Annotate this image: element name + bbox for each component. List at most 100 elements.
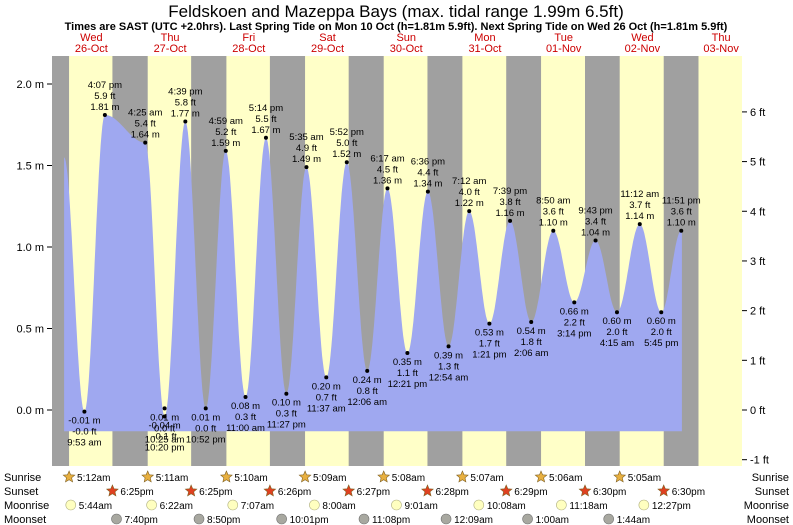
tide-point [385,186,390,191]
tide-ft-label: 4.4 ft [417,168,438,179]
tide-point [614,310,619,315]
tide-time-label: 4:39 pm [168,86,202,97]
moonrise-time: 12:27pm [652,501,691,512]
tide-m-label: 0.54 m [517,326,546,337]
tide-point [344,160,349,165]
tide-point [243,394,248,399]
tide-ft-label: 2.0 ft [606,327,627,338]
moonset-moon-icon [193,513,205,525]
tide-ft-label: 5.8 ft [175,97,196,108]
tide-ft-label: 3.7 ft [629,200,650,211]
tide-m-label: 0.60 m [602,316,631,327]
tide-ft-label: 0.0 ft [195,423,216,434]
sunrise-star-icon [141,470,155,483]
tide-time-label: 12:06 am [347,397,387,408]
tide-time-label: 6:36 pm [411,157,445,168]
moonrise-moon-icon [227,499,239,511]
tide-time-label: 6:17 am [370,153,404,164]
moonrise-time: 6:22am [160,501,193,512]
sunrise-star-icon [62,470,76,483]
sunset-time: 6:30pm [672,487,705,498]
tide-m-label: 1.49 m [292,154,321,165]
sunrise-time: 5:06am [549,473,582,484]
y-left-tick-label: 0.0 m [16,405,44,417]
tide-m-label: 1.34 m [413,179,442,190]
sunset-time: 6:30pm [593,487,626,498]
tide-time-label: 2:06 am [514,348,548,359]
tide-time-label: 4:25 am [128,108,162,119]
tide-area [64,115,682,432]
sunset-star-icon [342,484,356,497]
y-right-tick-label: 6 ft [750,107,765,119]
tide-time-label: 3:14 pm [557,328,591,339]
astronomy-rows: Sunrise Sunrise Sunset Sunset Moonrise Moonri… [4,470,789,525]
tide-time-label: 12:21 pm [388,379,428,390]
tide-ft-label: 3.4 ft [585,216,606,227]
tide-ft-label: 2.2 ft [564,317,585,328]
moonrise-moon-icon [473,499,485,511]
sunrise-star-icon [298,470,312,483]
day-name-label: Tue [554,32,573,44]
tide-m-label: 0.60 m [647,316,676,327]
sunset-row-label: Sunset [4,486,38,498]
day-name-label: Fri [242,32,255,44]
tide-point [162,414,167,419]
tide-point [102,112,107,117]
tide-ft-label: 5.0 ft [336,138,357,149]
tide-ft-label: 3.6 ft [543,207,564,218]
tide-time-label: 11:51 pm [662,196,701,207]
axis-ticks: 0.0 m 0.5 m 1.0 m 1.5 m 2.0 m -1 ft 0 ft 1 ft 2 … [16,79,768,467]
day-name-label: Wed [631,32,653,44]
tide-ft-label: -0.1 ft [152,432,177,443]
tide-ft-label: 3.8 ft [499,197,520,208]
sunrise-time: 5:10am [234,473,267,484]
day-date-label: 29-Oct [311,43,344,55]
tide-point [551,228,556,233]
tide-ft-label: 4.9 ft [296,143,317,154]
y-right-tick-label: -1 ft [750,455,769,467]
tide-time-label: 10:20 pm [145,443,185,454]
sunset-time: 6:27pm [357,487,390,498]
tide-time-label: 11:00 am [226,423,265,434]
tide-point [425,189,430,194]
moonrise-time: 7:07am [241,501,274,512]
tide-m-label: 1.14 m [625,211,654,222]
sunset-star-icon [184,484,198,497]
tide-ft-label: -0.0 ft [72,427,97,438]
tide-ft-label: 3.6 ft [671,207,692,218]
sunrise-time: 5:07am [470,473,503,484]
tide-ft-label: 5.5 ft [255,114,276,125]
sunrise-star-icon [613,470,627,483]
moonrise-row-label: Moonrise [744,500,789,512]
tide-ft-label: 2.0 ft [651,327,672,338]
moonset-time: 7:40pm [125,515,158,525]
sunset-time: 6:25pm [120,487,153,498]
day-date-label: 30-Oct [390,43,423,55]
tide-point [203,406,208,411]
tide-point [637,222,642,227]
moonrise-moon-icon [309,499,320,511]
tide-point [467,209,472,214]
tide-m-label: 0.20 m [312,381,341,392]
tide-m-label: 1.64 m [131,130,160,141]
tide-time-label: 11:37 am [307,403,346,414]
day-date-label: 31-Oct [468,43,501,55]
sunrise-time: 5:08am [392,473,425,484]
tide-m-label: 1.52 m [332,149,361,160]
tide-m-label: 1.36 m [373,175,402,186]
day-name-label: Sat [319,32,336,44]
moonrise-moon-icon [556,499,567,511]
moonset-moon-icon [276,513,287,525]
tide-point [365,368,370,373]
tide-time-label: 4:59 am [209,116,243,127]
day-date-label: 02-Nov [625,43,661,55]
sunset-row-label: Sunset [755,486,789,498]
tide-point [446,344,451,349]
tide-m-label: 0.08 m [231,401,260,412]
sunrise-star-icon [534,470,548,483]
y-right-tick-label: 1 ft [750,355,765,367]
tide-point [183,119,188,124]
y-right-tick-label: 3 ft [750,256,765,268]
moonrise-row-label: Moonrise [4,500,49,512]
moonrise-moon-icon [391,499,402,511]
